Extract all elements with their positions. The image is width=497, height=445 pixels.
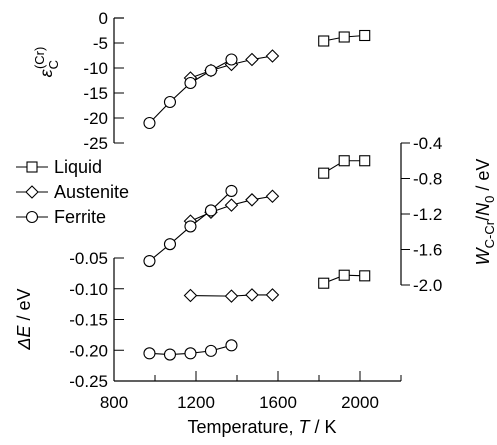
middle-ferrite-point xyxy=(204,204,218,217)
bottom-y-tick-label: -0.20 xyxy=(69,341,108,360)
middle-y-label-unit: / eV xyxy=(473,159,493,196)
bottom-austenite-point xyxy=(224,289,239,303)
bottom-y-tick-label: -0.10 xyxy=(69,280,108,299)
top-y-tick-label: -10 xyxy=(83,59,108,78)
bottom-liquid-point xyxy=(318,277,330,289)
bottom-austenite-point xyxy=(183,288,198,303)
top-y-tick-label: 0 xyxy=(99,9,108,28)
bottom-austenite-line xyxy=(190,294,273,297)
middle-y-tick-label: -1.6 xyxy=(413,241,442,260)
middle-liquid-point xyxy=(318,167,330,179)
middle-y-tick-label: -0.4 xyxy=(413,134,442,153)
middle-series xyxy=(143,155,371,268)
middle-liquid-point xyxy=(338,155,350,167)
top-y-tick-label: -20 xyxy=(83,109,108,128)
legend-label-austenite: Austenite xyxy=(54,182,129,202)
top-austenite-point xyxy=(265,49,280,63)
x-tick-label: 1200 xyxy=(177,393,215,412)
top-ferrite-point xyxy=(204,64,218,77)
middle-liquid-point xyxy=(359,155,371,167)
top-panel: 0 -5 -10 -15 -20 -25 εC(Cr) xyxy=(32,9,371,153)
middle-y-tick-label: -2.0 xyxy=(413,276,442,295)
bottom-panel: -0.05 -0.10 -0.15 -0.20 -0.25 800 1200 1600 200… xyxy=(14,249,402,437)
legend-label-liquid: Liquid xyxy=(54,157,102,177)
middle-y-tick-label: -1.2 xyxy=(413,205,442,224)
top-y-ticks: 0 -5 -10 -15 -20 -25 xyxy=(83,9,124,153)
legend-marker-ferrite xyxy=(25,210,39,224)
top-liquid-point xyxy=(359,29,371,42)
middle-y-label-slash: / xyxy=(473,216,493,221)
x-tick-label: 800 xyxy=(100,393,128,412)
top-liquid-point xyxy=(338,31,350,43)
x-label-symbol: T xyxy=(299,417,312,437)
top-ferrite-point xyxy=(143,116,156,130)
top-y-tick-label: -15 xyxy=(83,84,108,103)
bottom-y-label-unit: / eV xyxy=(14,288,34,325)
middle-y-tick-label: -0.8 xyxy=(413,170,442,189)
bottom-y-label-symbol: ΔE xyxy=(14,324,34,350)
middle-ferrite-point xyxy=(225,184,238,197)
top-series xyxy=(143,29,371,130)
top-liquid-point xyxy=(318,35,330,47)
bottom-ferrite-point xyxy=(143,347,156,360)
middle-ferrite-point xyxy=(184,220,197,233)
middle-austenite-point xyxy=(265,189,280,204)
bottom-y-ticks: -0.05 -0.10 -0.15 -0.20 -0.25 xyxy=(69,249,124,391)
middle-austenite-point xyxy=(224,198,239,212)
x-ticks: 800 1200 1600 2000 xyxy=(100,371,402,412)
top-y-tick-label: -25 xyxy=(83,134,108,153)
top-ferrite-point xyxy=(163,95,177,109)
x-label-unit: / K xyxy=(310,417,337,437)
x-tick-label: 2000 xyxy=(341,393,379,412)
bottom-austenite-point xyxy=(245,288,259,302)
x-axis-label: Temperature, T / K xyxy=(187,417,336,437)
top-y-axis-label: εC(Cr) xyxy=(32,47,61,78)
top-y-tick-label: -5 xyxy=(93,34,108,53)
bottom-ferrite-point xyxy=(225,339,238,352)
middle-ferrite-point xyxy=(143,254,156,268)
legend-label-ferrite: Ferrite xyxy=(54,207,106,227)
legend-marker-liquid xyxy=(26,161,38,173)
top-ferrite-line xyxy=(149,59,232,124)
middle-y-axis-label: WC-Cr/N0 / eV xyxy=(473,159,497,266)
middle-austenite-point xyxy=(245,193,259,207)
legend-marker-austenite xyxy=(25,185,39,199)
middle-panel: -0.4 -0.8 -1.2 -1.6 -2.0 WC-Cr/N0 / eV xyxy=(143,134,497,295)
bottom-liquid-point xyxy=(359,270,371,282)
bottom-series xyxy=(143,269,371,361)
bottom-y-tick-label: -0.05 xyxy=(69,249,108,268)
middle-y-label-subscript: C-Cr xyxy=(482,220,497,248)
bottom-y-tick-label: -0.25 xyxy=(69,372,108,391)
top-ferrite-point xyxy=(225,53,238,66)
top-ferrite-point xyxy=(184,76,197,90)
bottom-y-axis-label: ΔE / eV xyxy=(14,288,34,350)
top-y-label-superscript: (Cr) xyxy=(32,47,47,69)
bottom-ferrite-point xyxy=(163,348,177,361)
middle-ferrite-point xyxy=(163,238,177,251)
top-austenite-point xyxy=(245,52,259,67)
bottom-austenite-point xyxy=(265,288,280,302)
bottom-ferrite-point xyxy=(184,347,197,360)
top-y-label-subscript: C xyxy=(46,60,61,69)
legend: Liquid Austenite Ferrite xyxy=(16,157,129,227)
middle-y-label-subscript2: 0 xyxy=(482,196,497,203)
middle-y-label-symbol: W xyxy=(473,246,493,265)
middle-y-label-symbol2: N xyxy=(473,202,493,216)
bottom-ferrite-point xyxy=(204,344,218,357)
x-tick-label: 1600 xyxy=(259,393,297,412)
bottom-y-tick-label: -0.15 xyxy=(69,311,108,330)
x-label-prefix: Temperature, xyxy=(187,417,298,437)
top-y-label-symbol: ε xyxy=(36,68,56,77)
middle-y-ticks: -0.4 -0.8 -1.2 -1.6 -2.0 xyxy=(401,134,442,295)
bottom-liquid-point xyxy=(338,269,350,281)
